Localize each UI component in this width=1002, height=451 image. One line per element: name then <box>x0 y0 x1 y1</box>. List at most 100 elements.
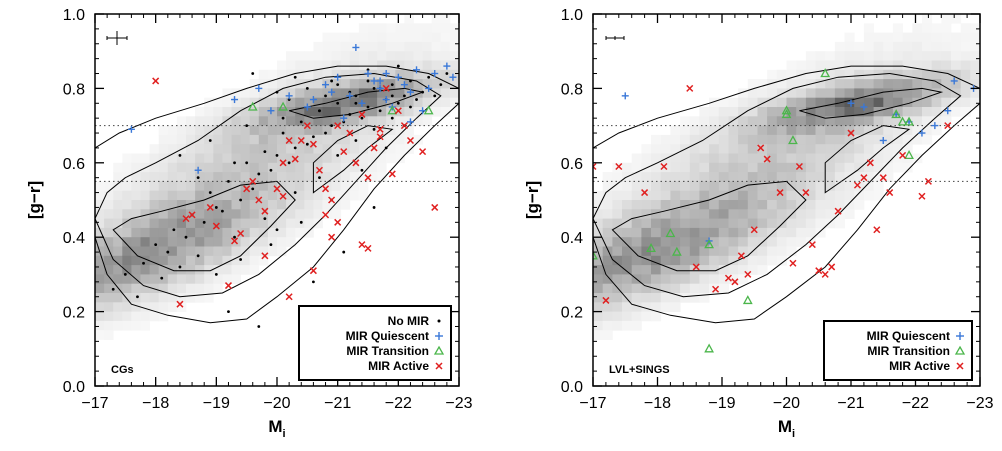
x-axis-label-sub: i <box>792 428 795 440</box>
active-point <box>182 215 190 223</box>
density-cell <box>796 97 807 108</box>
density-cell <box>747 116 758 126</box>
density-cell <box>322 200 332 210</box>
x-b <box>261 252 269 260</box>
density-cell <box>680 283 691 294</box>
density-cell <box>204 274 214 285</box>
density-cell <box>951 51 962 61</box>
density-cell <box>277 200 287 210</box>
active-point <box>731 278 739 286</box>
density-cell <box>449 79 459 89</box>
density-cell <box>195 107 205 117</box>
active-point <box>334 218 342 226</box>
density-cell <box>892 134 903 145</box>
density-cell <box>757 200 768 210</box>
density-cell <box>195 153 205 164</box>
density-cell <box>767 218 778 229</box>
density-cell <box>186 265 196 275</box>
density-cell <box>747 255 758 266</box>
density-cell <box>689 172 700 182</box>
density-cell <box>815 172 826 182</box>
density-cell <box>970 69 980 80</box>
density-cell <box>892 144 903 154</box>
density-cell <box>140 153 150 164</box>
density-cell <box>295 116 305 126</box>
density-cell <box>131 162 141 173</box>
density-cell <box>377 79 387 89</box>
density-cell <box>258 97 269 108</box>
density-cell <box>670 125 681 136</box>
density-cell <box>258 200 269 210</box>
x-b <box>285 136 293 145</box>
ticks <box>94 13 460 387</box>
no_mir-point <box>439 83 443 87</box>
density-cell <box>431 14 442 24</box>
density-cell <box>689 116 700 126</box>
density-cell <box>699 116 710 126</box>
density-cell <box>951 69 962 80</box>
x-b <box>224 282 232 290</box>
density-cell <box>131 246 141 257</box>
density-cell <box>431 69 442 80</box>
density-cell <box>413 23 423 33</box>
density-cell <box>195 125 205 136</box>
density-cell <box>680 134 691 145</box>
no_mir-point <box>318 109 321 113</box>
x-b <box>376 125 384 133</box>
x-tick-label: −22 <box>385 395 412 412</box>
density-cell <box>622 227 633 238</box>
density-cell <box>680 237 691 247</box>
density-cell <box>776 88 787 99</box>
no_mir-point <box>409 105 412 109</box>
x-b <box>724 274 732 282</box>
density-cell <box>113 283 123 294</box>
density-cell <box>167 190 178 201</box>
density-cell <box>267 227 278 238</box>
x-b <box>406 136 414 145</box>
density-cell <box>267 237 278 247</box>
density-cell <box>922 116 933 126</box>
legend-label: MIR Transition <box>867 344 950 358</box>
density-cell <box>786 162 797 173</box>
quiescent-point <box>860 103 868 111</box>
active-point <box>206 203 214 211</box>
x-b <box>866 159 874 167</box>
density-cell <box>358 79 369 89</box>
density-cell <box>395 134 405 145</box>
density-cell <box>313 116 323 126</box>
density-cell <box>941 88 952 99</box>
density-cell <box>213 125 223 136</box>
density-cell <box>738 190 749 201</box>
density-cell <box>286 125 296 136</box>
density-cell <box>922 32 933 43</box>
density-cell <box>767 116 778 126</box>
density-cell <box>186 246 196 257</box>
density-cell <box>815 97 826 108</box>
density-cell <box>738 209 749 219</box>
density-cell <box>286 153 296 164</box>
density-cell <box>176 283 187 294</box>
active-point <box>382 84 390 92</box>
density-cell <box>176 200 187 210</box>
density-cell <box>240 125 251 136</box>
quiescent-point <box>382 96 390 104</box>
density-cell <box>786 107 797 117</box>
density-cell <box>377 162 387 173</box>
transition-point <box>897 116 908 126</box>
density-cell <box>313 134 323 145</box>
quiescent-point <box>285 92 293 100</box>
x-tick-label: −20 <box>263 395 290 412</box>
active-point <box>297 136 305 145</box>
density-cell <box>709 255 720 266</box>
density-cell <box>213 227 223 238</box>
active-point <box>346 129 354 137</box>
density-cell <box>322 41 332 52</box>
density-cell <box>195 218 205 229</box>
density-cell <box>873 116 884 126</box>
no_mir-point <box>348 113 352 116</box>
no_mir-point <box>390 94 394 98</box>
density-cell <box>931 97 942 108</box>
density-cell <box>699 190 710 201</box>
density-cell <box>854 134 865 145</box>
no_mir-point <box>123 273 127 276</box>
